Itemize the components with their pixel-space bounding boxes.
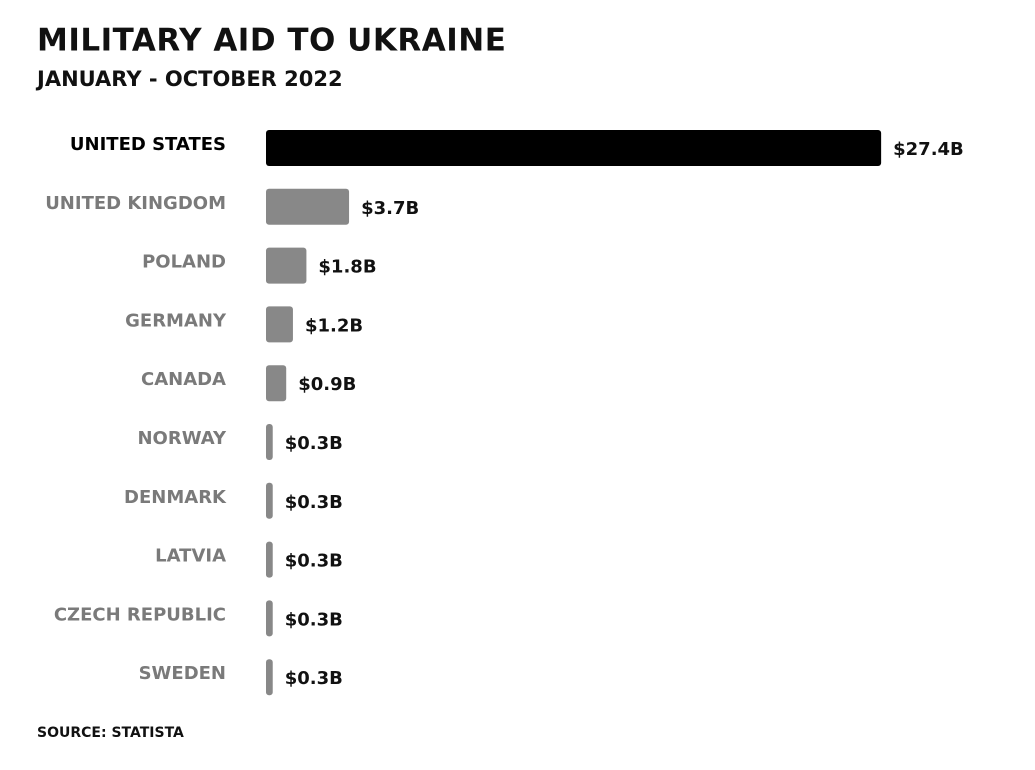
value-label: $0.3B (285, 551, 343, 572)
value-label: $1.2B (305, 315, 363, 336)
bar (266, 130, 882, 166)
category-label: UNITED STATES (70, 134, 226, 155)
bar (266, 600, 273, 637)
value-label: $0.3B (285, 492, 343, 513)
bar (266, 424, 273, 460)
bar (266, 482, 273, 519)
category-label: CANADA (141, 369, 226, 390)
value-label: $0.3B (285, 609, 343, 630)
source-note: SOURCE: STATISTA (37, 725, 184, 741)
category-label: SWEDEN (139, 663, 226, 684)
value-label: $27.4B (893, 139, 964, 160)
bar (266, 541, 273, 578)
bar (266, 659, 273, 696)
chart-subtitle: JANUARY - OCTOBER 2022 (35, 67, 343, 91)
bar (266, 306, 293, 343)
category-label: CZECH REPUBLIC (54, 604, 226, 625)
value-label: $3.7B (361, 198, 419, 219)
category-label: POLAND (142, 252, 226, 273)
chart-title: MILITARY AID TO UKRAINE (37, 23, 506, 59)
bar (266, 247, 307, 284)
bar (266, 188, 350, 225)
value-label: $0.9B (298, 374, 356, 395)
category-label: DENMARK (124, 487, 227, 508)
category-label: NORWAY (137, 428, 226, 449)
category-label: UNITED KINGDOM (45, 193, 226, 214)
category-label: GERMANY (125, 310, 227, 331)
value-label: $0.3B (285, 668, 343, 689)
category-label: LATVIA (155, 546, 226, 567)
bar (266, 365, 287, 402)
value-label: $1.8B (318, 257, 376, 278)
value-label: $0.3B (285, 433, 343, 454)
